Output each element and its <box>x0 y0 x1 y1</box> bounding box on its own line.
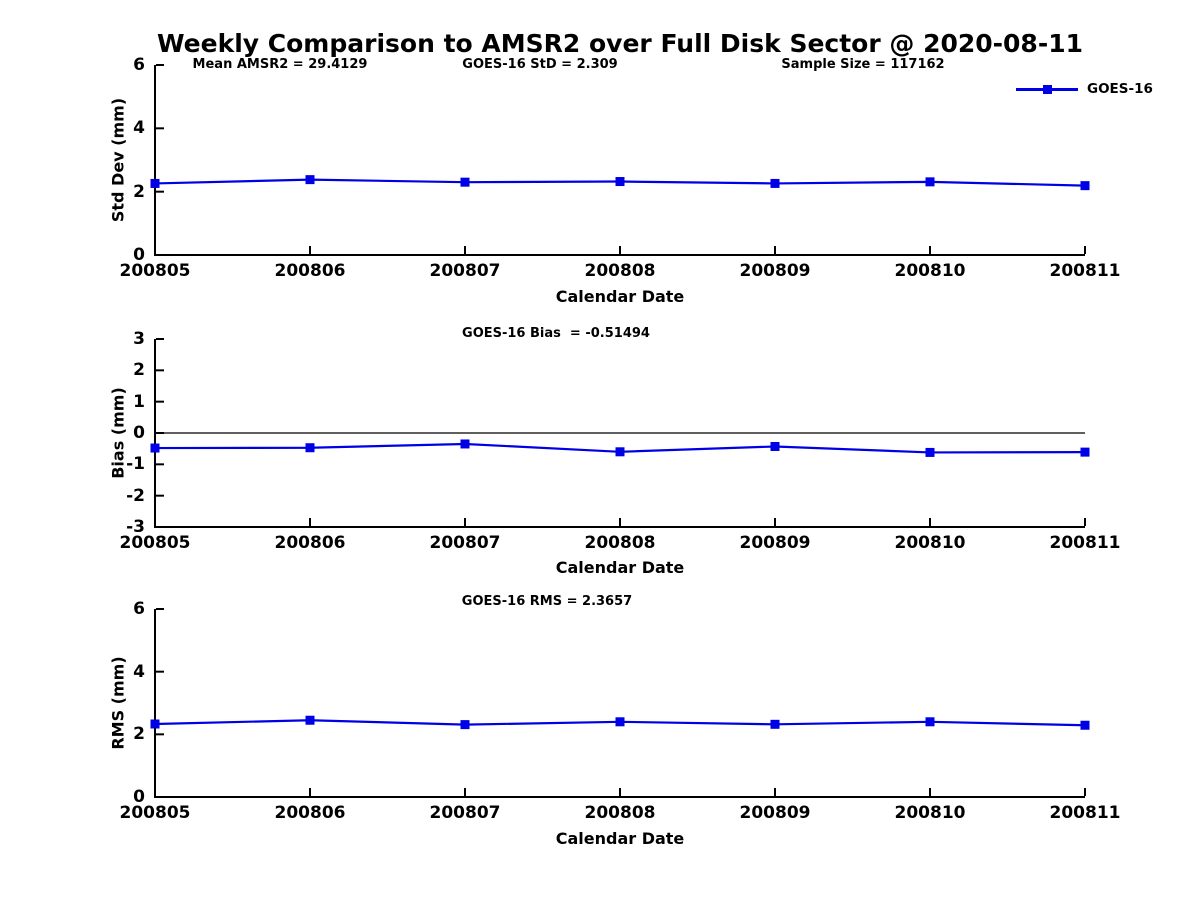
ytick: 6 <box>133 55 145 75</box>
xlabel-calendar-date: Calendar Date <box>555 287 685 306</box>
ytick: 0 <box>133 787 145 807</box>
data-point-marker <box>1080 720 1090 730</box>
chart-title: Weekly Comparison to AMSR2 over Full Dis… <box>156 29 1083 58</box>
ytick: -2 <box>126 486 145 506</box>
stat-sample-size: Sample Size = 117162 <box>781 57 945 72</box>
data-point-marker <box>925 447 935 457</box>
ytick: 3 <box>133 329 145 349</box>
data-point-marker <box>305 715 315 725</box>
data-point-marker <box>615 717 625 727</box>
xtick: 200809 <box>739 803 811 823</box>
xtick: 200807 <box>429 533 501 553</box>
axis-spines <box>154 609 1085 798</box>
data-point-marker <box>770 719 780 729</box>
data-point-marker <box>305 443 315 453</box>
data-point-marker <box>1080 447 1090 457</box>
data-point-marker <box>460 720 470 730</box>
data-point-marker <box>615 177 625 187</box>
xtick: 200806 <box>274 261 346 281</box>
xtick: 200811 <box>1049 533 1121 553</box>
ytick: 4 <box>133 662 145 682</box>
xtick: 200807 <box>429 261 501 281</box>
data-point-marker <box>770 178 780 188</box>
axis-spines <box>154 339 1085 528</box>
stat-goes16-bias: GOES-16 Bias = -0.51494 <box>462 326 650 341</box>
data-point-marker <box>460 439 470 449</box>
stat-goes16-rms: GOES-16 RMS = 2.3657 <box>461 594 633 609</box>
ytick: 6 <box>133 599 145 619</box>
xlabel-calendar-date: Calendar Date <box>555 829 685 848</box>
xtick: 200811 <box>1049 803 1121 823</box>
xtick: 200811 <box>1049 261 1121 281</box>
xtick: 200808 <box>584 533 656 553</box>
data-point-marker <box>150 443 160 453</box>
xtick: 200810 <box>894 533 966 553</box>
data-point-marker <box>150 178 160 188</box>
xtick: 200805 <box>119 261 191 281</box>
axis-spines <box>154 65 1085 256</box>
ytick: -1 <box>126 454 145 474</box>
xtick: 200807 <box>429 803 501 823</box>
xtick: 200809 <box>739 533 811 553</box>
legend-label: GOES-16 <box>1087 81 1153 97</box>
data-point-marker <box>925 177 935 187</box>
xlabel-calendar-date: Calendar Date <box>555 558 685 577</box>
ytick: 0 <box>133 245 145 265</box>
xtick: 200810 <box>894 261 966 281</box>
ytick: 0 <box>133 423 145 443</box>
ylabel-std-dev: Std Dev (mm) <box>108 97 128 223</box>
data-point-marker <box>460 177 470 187</box>
ytick: 4 <box>133 118 145 138</box>
ytick: 1 <box>133 392 145 412</box>
data-point-marker <box>1080 181 1090 191</box>
stat-goes16-std: GOES-16 StD = 2.309 <box>462 57 618 72</box>
xtick: 200810 <box>894 803 966 823</box>
ytick: 2 <box>133 360 145 380</box>
xtick: 200809 <box>739 261 811 281</box>
data-point-marker <box>305 175 315 185</box>
legend: GOES-16 <box>1010 78 1190 102</box>
data-point-marker <box>615 447 625 457</box>
xtick: 200805 <box>119 533 191 553</box>
data-point-marker <box>925 717 935 727</box>
ytick: 2 <box>133 182 145 202</box>
data-point-marker <box>150 719 160 729</box>
xtick: 200805 <box>119 803 191 823</box>
ytick: -3 <box>126 517 145 537</box>
xtick: 200806 <box>274 533 346 553</box>
xtick: 200808 <box>584 803 656 823</box>
data-point-marker <box>770 441 780 451</box>
xtick: 200806 <box>274 803 346 823</box>
legend-square-marker-icon <box>1043 85 1052 94</box>
stat-mean-amsr2: Mean AMSR2 = 29.4129 <box>192 57 368 72</box>
xtick: 200808 <box>584 261 656 281</box>
ytick: 2 <box>133 724 145 744</box>
